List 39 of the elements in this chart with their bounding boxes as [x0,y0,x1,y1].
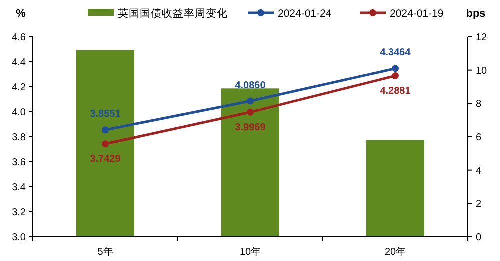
y-tick-label: 3.2 [12,208,26,218]
y2-tick-label: 8 [476,99,482,110]
point [102,140,109,148]
x-tick-label: 20年 [384,246,406,258]
point [392,65,399,72]
y-tick-label: 3.4 [12,182,26,194]
point [392,72,399,80]
legend-label: 2024-01-24 [278,8,332,20]
y-tick-label: 3.8 [12,132,26,144]
x-tick-label: 10年 [240,246,262,258]
point [247,98,254,105]
data-label: 4.3464 [380,48,412,59]
y2-tick-label: 0 [476,232,482,244]
y2-tick-label: 2 [476,199,482,210]
data-label: 3.9969 [235,122,266,134]
point [247,108,254,116]
y-axis-title: % [16,8,26,20]
y-tick-label: 4.0 [12,108,26,118]
data-label: 4.0860 [235,80,266,92]
legend-label: 英国国债收益率周变化 [118,7,228,20]
data-label: 4.2881 [380,86,412,97]
y-tick-label: 3.0 [12,232,26,244]
y2-tick-label: 10 [476,66,488,77]
y-tick-label: 4.6 [12,32,26,44]
y2-axis-title: bps [466,8,486,20]
y-tick-label: 4.4 [12,58,26,68]
data-label: 3.8551 [90,109,122,120]
data-label: 3.7429 [90,154,122,166]
bar [366,140,424,237]
y2-tick-label: 12 [476,32,488,44]
y-tick-label: 4.2 [12,82,26,94]
bar [76,50,134,237]
y2-tick-label: 4 [476,166,482,177]
bar [222,88,280,237]
y-tick-label: 3.6 [12,158,26,168]
x-tick-label: 5年 [98,246,114,258]
point [102,126,109,134]
y2-tick-label: 6 [476,132,482,144]
legend-label: 2024-01-19 [390,8,444,20]
